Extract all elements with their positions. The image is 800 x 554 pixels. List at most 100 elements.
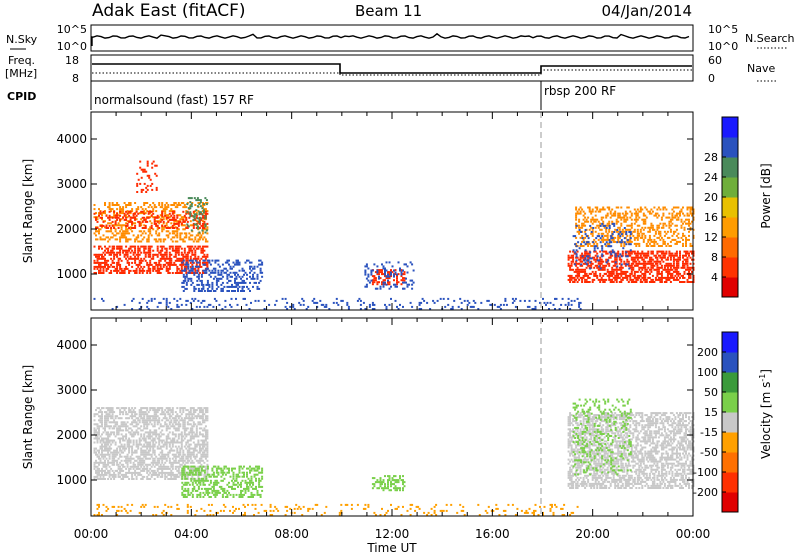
power-cell: [659, 230, 662, 233]
power-cell: [99, 263, 102, 266]
power-cell: [96, 257, 99, 260]
velocity-cell: [161, 453, 164, 456]
power-cell: [179, 297, 182, 300]
power-cell: [636, 278, 639, 281]
velocity-cell: [132, 457, 135, 460]
power-cell: [149, 216, 152, 219]
power-cell: [252, 277, 254, 280]
power-cell: [143, 212, 146, 215]
power-cell: [662, 212, 665, 215]
power-cell: [200, 234, 203, 237]
power-cell: [167, 272, 170, 274]
cpid-program-1: normalsound (fast) 157 RF: [94, 93, 254, 107]
power-cell: [156, 224, 159, 227]
power-cell: [691, 252, 693, 255]
power-cell: [198, 211, 201, 214]
power-cell: [120, 224, 123, 227]
velocity-cell: [104, 415, 106, 418]
velocity-cell: [129, 423, 132, 426]
power-cell: [609, 256, 612, 259]
velocity-cell: [179, 473, 182, 476]
velocity-cell: [122, 439, 125, 442]
power-cell: [653, 242, 656, 245]
power-cell: [653, 260, 656, 263]
velocity-cell: [143, 453, 146, 456]
power-cell: [594, 214, 597, 217]
velocity-cell: [186, 441, 189, 444]
power-cell: [651, 226, 654, 229]
power-cell: [120, 272, 123, 274]
power-cell: [182, 259, 185, 262]
power-cell: [651, 274, 654, 277]
power-cell: [657, 236, 660, 239]
power-cell: [149, 263, 152, 266]
velocity-cell: [186, 459, 189, 462]
power-cell: [675, 276, 678, 279]
power-cell: [675, 214, 678, 217]
velocity-cell: [98, 478, 100, 480]
power-cell: [224, 305, 227, 308]
velocity-cell: [192, 447, 195, 450]
nsearch-label: N.Search: [745, 32, 795, 45]
power-cell: [613, 224, 616, 227]
power-cell: [125, 204, 128, 206]
power-cell: [192, 210, 195, 213]
power-cell: [120, 236, 123, 239]
velocity-cell: [120, 407, 123, 410]
power-cell: [215, 259, 218, 262]
velocity-cell: [141, 445, 144, 448]
velocity-cell: [105, 417, 108, 420]
power-cell: [226, 277, 229, 280]
power-cell: [128, 210, 131, 213]
velocity-cell: [135, 455, 138, 458]
power-cell: [174, 249, 177, 252]
power-cell: [143, 245, 146, 248]
power-cell: [158, 263, 161, 266]
power-cell: [378, 271, 380, 274]
power-cell: [140, 168, 143, 171]
power-cell: [231, 290, 233, 292]
velocity-cell: [137, 431, 140, 434]
power-cell: [263, 299, 266, 302]
power-cell: [453, 299, 456, 302]
velocity-cell: [152, 425, 155, 428]
power-cell: [111, 224, 114, 227]
velocity-cell: [156, 473, 159, 476]
velocity-cell: [131, 471, 134, 474]
power-cell: [490, 303, 493, 306]
velocity-cell: [110, 447, 113, 450]
power-cell: [123, 224, 126, 227]
power-cell: [140, 222, 143, 225]
power-cell: [146, 174, 149, 177]
power-cell: [620, 272, 623, 275]
power-cell: [93, 267, 96, 270]
power-cell: [135, 269, 138, 272]
power-cell: [595, 237, 598, 240]
power-cell: [198, 221, 201, 224]
power-cell: [98, 255, 100, 258]
velocity-cell: [173, 449, 176, 452]
velocity-cell: [156, 409, 159, 412]
velocity-cell: [182, 423, 185, 426]
power-cell: [170, 308, 173, 310]
velocity-cell: [98, 461, 100, 464]
velocity-cell: [177, 455, 180, 458]
power-cell: [204, 257, 207, 260]
power-cell: [578, 274, 581, 277]
power-cell: [620, 255, 623, 258]
velocity-cell: [122, 411, 125, 414]
power-cell: [429, 308, 432, 310]
power-cell: [617, 234, 620, 237]
power-cell: [611, 233, 614, 236]
power-cell: [110, 249, 113, 252]
velocity-cell: [93, 463, 96, 466]
power-cell: [258, 259, 261, 262]
velocity-cell: [176, 455, 179, 458]
power-cell: [156, 272, 159, 274]
power-cell: [609, 274, 612, 277]
power-cell: [261, 261, 264, 264]
velocity-cell: [138, 421, 141, 424]
power-cell: [633, 250, 636, 253]
velocity-cell: [179, 451, 182, 454]
nsky-label: N.Sky: [6, 33, 38, 46]
